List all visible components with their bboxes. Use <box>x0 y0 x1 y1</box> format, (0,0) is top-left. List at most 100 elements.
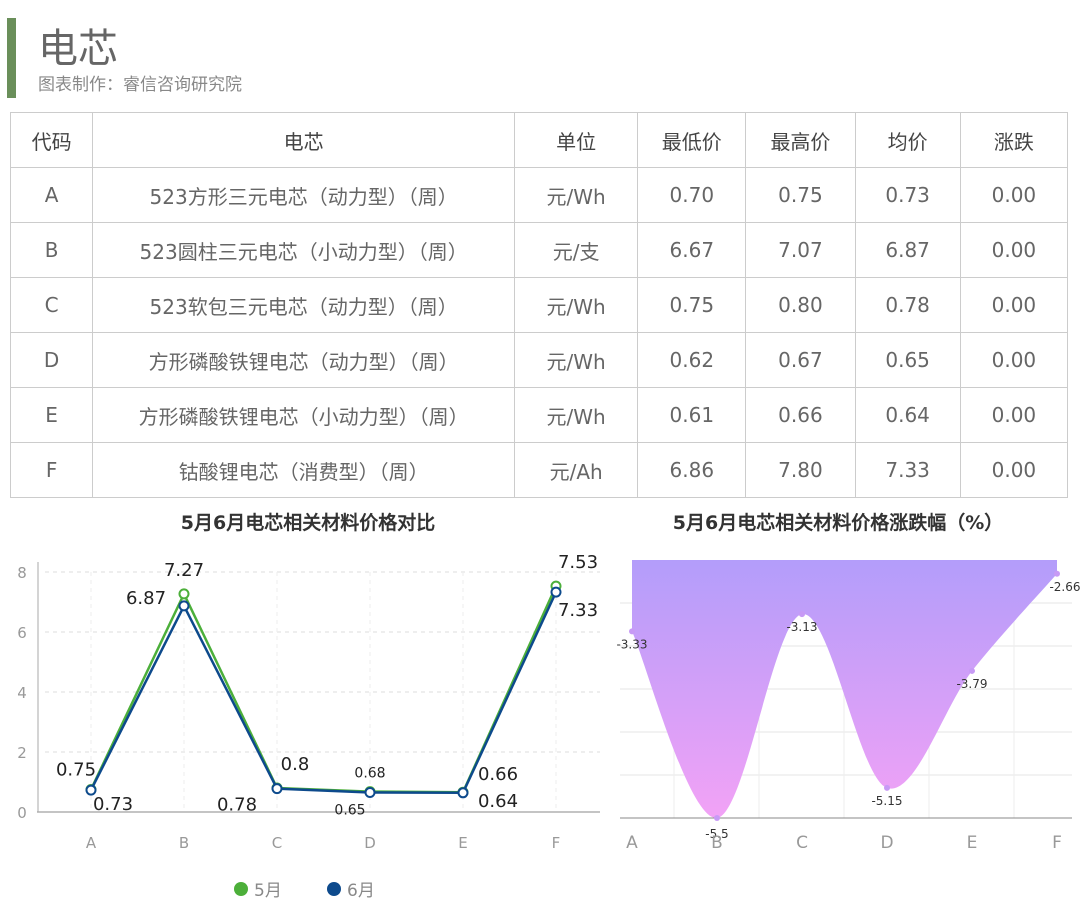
legend-label: 6月 <box>347 881 375 901</box>
table-cell: 7.80 <box>745 442 856 498</box>
x-tick-label: D <box>880 833 893 853</box>
column-header: 代码 <box>9 112 94 168</box>
table-row: D 方形磷酸铁锂电芯（动力型）（周） 元/Wh 0.62 0.67 0.65 0.00 <box>9 332 1069 388</box>
data-label: -5.5 <box>705 827 728 841</box>
table-cell: 0.73 <box>854 167 961 223</box>
data-label: -3.13 <box>786 620 817 634</box>
data-label: 0.78 <box>217 795 257 816</box>
data-point <box>1054 570 1060 577</box>
table-cell: 0.65 <box>854 332 961 388</box>
table-cell: D <box>9 332 94 388</box>
legend-item-june[interactable]: 6月 <box>327 876 375 901</box>
x-tick-label: A <box>86 834 97 852</box>
table-cell: 元/Wh <box>514 167 639 223</box>
column-header: 最低价 <box>637 112 747 168</box>
area-chart-title: 5月6月电芯相关材料价格涨跌幅（%） <box>672 512 1004 534</box>
table-cell: 7.33 <box>854 442 961 498</box>
table-cell: 钴酸锂电芯（消费型）（周） <box>92 442 516 498</box>
page-subtitle: 图表制作：睿信咨询研究院 <box>38 75 242 95</box>
y-tick-label: 0 <box>17 804 27 822</box>
x-tick-label: E <box>458 834 467 852</box>
data-point <box>178 600 190 612</box>
page-title: 电芯 <box>38 26 118 72</box>
column-header: 涨跌 <box>959 112 1069 168</box>
column-header: 单位 <box>514 112 639 168</box>
table-cell: 元/Wh <box>514 387 639 443</box>
data-point <box>629 628 635 635</box>
line-chart-title: 5月6月电芯相关材料价格对比 <box>180 512 436 534</box>
data-label: 0.68 <box>354 766 385 782</box>
table-cell: A <box>9 167 94 223</box>
table-cell: 元/支 <box>514 222 639 278</box>
y-tick-label: 2 <box>17 744 27 762</box>
x-tick-label: D <box>364 834 376 852</box>
legend-dot <box>327 881 341 896</box>
data-point <box>85 784 97 796</box>
table-cell: 0.62 <box>637 332 747 388</box>
data-label: 7.33 <box>558 600 598 621</box>
table-cell: 方形磷酸铁锂电芯（动力型）（周） <box>92 332 516 388</box>
table-cell: 0.67 <box>745 332 856 388</box>
table-cell: 0.00 <box>959 277 1069 333</box>
table-cell: 0.00 <box>959 442 1069 498</box>
data-label: 6.87 <box>126 588 166 609</box>
table-cell: 元/Wh <box>514 332 639 388</box>
table-cell: E <box>9 387 94 443</box>
data-label: 0.66 <box>478 764 518 785</box>
table-cell: 523圆柱三元电芯（小动力型）（周） <box>92 222 516 278</box>
table-cell: 0.78 <box>854 277 961 333</box>
column-header: 电芯 <box>92 112 516 168</box>
table-cell: 元/Wh <box>514 277 639 333</box>
area-fill <box>632 560 1057 819</box>
table-row: C 523软包三元电芯（动力型）（周） 元/Wh 0.75 0.80 0.78 0.00 <box>9 277 1069 333</box>
table-cell: 0.75 <box>745 167 856 223</box>
data-point <box>178 588 190 600</box>
table-header-row: 代码 电芯 单位 最低价 最高价 均价 涨跌 <box>9 112 1069 168</box>
legend-dot <box>234 881 248 896</box>
data-point <box>271 783 283 795</box>
table-cell: 0.00 <box>959 222 1069 278</box>
legend-label: 5月 <box>254 881 282 901</box>
series-line-june <box>89 591 558 795</box>
data-point <box>799 611 805 618</box>
column-header: 最高价 <box>745 112 856 168</box>
table-cell: 523软包三元电芯（动力型）（周） <box>92 277 516 333</box>
table-cell: 6.86 <box>637 442 747 498</box>
table-cell: 7.07 <box>745 222 856 278</box>
table-cell: 0.64 <box>854 387 961 443</box>
x-tick-label: C <box>272 834 282 852</box>
table-cell: 0.80 <box>745 277 856 333</box>
table-cell: 6.87 <box>854 222 961 278</box>
table-cell: B <box>9 222 94 278</box>
data-label: 0.8 <box>281 754 310 775</box>
legend-item-may[interactable]: 5月 <box>234 876 282 901</box>
data-label: -2.66 <box>1049 580 1080 594</box>
data-label: -3.79 <box>956 677 987 691</box>
table-row: F 钴酸锂电芯（消费型）（周） 元/Ah 6.86 7.80 7.33 0.00 <box>9 442 1069 498</box>
series-line-may <box>89 585 558 794</box>
table-cell: 0.75 <box>637 277 747 333</box>
x-tick-label: F <box>552 834 561 852</box>
table-cell: F <box>9 442 94 498</box>
data-label: 0.65 <box>334 803 365 819</box>
data-point <box>969 667 975 674</box>
table-cell: 元/Ah <box>514 442 639 498</box>
column-header: 均价 <box>854 112 961 168</box>
table-cell: 6.67 <box>637 222 747 278</box>
data-label: 7.53 <box>558 552 598 573</box>
accent-bar <box>7 18 16 98</box>
data-label: 7.27 <box>164 560 204 581</box>
table-cell: 523方形三元电芯（动力型）（周） <box>92 167 516 223</box>
table-cell: 0.70 <box>637 167 747 223</box>
table-cell: 方形磷酸铁锂电芯（小动力型）（周） <box>92 387 516 443</box>
data-point <box>550 586 562 598</box>
data-point <box>364 787 376 798</box>
x-tick-label: B <box>711 833 723 853</box>
table-cell: 0.00 <box>959 332 1069 388</box>
table-cell: 0.00 <box>959 387 1069 443</box>
data-label: 0.75 <box>56 760 96 781</box>
data-label: 0.64 <box>478 791 518 812</box>
y-tick-label: 8 <box>17 564 27 582</box>
table-cell: 0.66 <box>745 387 856 443</box>
